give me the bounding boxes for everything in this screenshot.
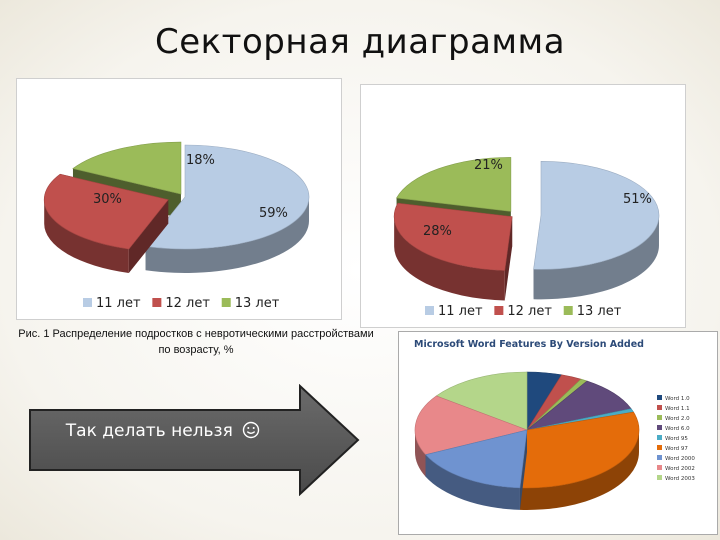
legend-swatch (657, 425, 662, 430)
legend-swatch (657, 445, 662, 450)
legend-item-13-лет: 13 лет (221, 296, 280, 311)
legend-item-word-2003: Word 2003 (657, 475, 695, 482)
age-pie-chart-2: 51% 28% 21% 11 лет 12 лет 13 лет (360, 84, 686, 328)
legend-item-word-95: Word 95 (657, 435, 688, 442)
data-label-13-лет: 18% (186, 153, 215, 168)
legend-item-word-97: Word 97 (657, 445, 688, 452)
legend-label: 11 лет (96, 296, 141, 311)
data-label-11-лет: 59% (259, 206, 288, 221)
legend-swatch (425, 306, 434, 315)
legend-swatch (657, 405, 662, 410)
age-pie-chart-2-svg: 51% 28% 21% 11 лет 12 лет 13 лет (393, 157, 660, 319)
legend-swatch (657, 415, 662, 420)
legend-swatch (152, 298, 162, 307)
legend-label: Word 2000 (665, 456, 695, 462)
arrow-label: Так делать нельзя (28, 421, 298, 441)
data-label-13-лет: 21% (474, 158, 503, 173)
legend-swatch (657, 395, 662, 400)
legend-item-11-лет: 11 лет (425, 304, 483, 319)
pie-slice-word-97 (519, 411, 640, 510)
legend-label: Word 1.1 (665, 406, 690, 412)
pie-slice-12-лет (43, 173, 169, 274)
legend-swatch (657, 475, 662, 480)
chart-title: Microsoft Word Features By Version Added (414, 339, 644, 350)
arrow-shape (29, 384, 360, 496)
legend-swatch (83, 298, 92, 307)
legend-swatch (563, 306, 573, 315)
age-pie-chart-1: 59% 30% 18% 11 лет 12 лет 13 лет (16, 78, 342, 320)
legend-item-13-лет: 13 лет (563, 304, 622, 319)
legend-label: 13 лет (577, 304, 622, 319)
legend-label: 13 лет (235, 296, 280, 311)
word-features-pie-chart: Microsoft Word Features By Version Added… (398, 331, 718, 535)
legend-item-word-2-0: Word 2.0 (657, 415, 690, 422)
pie-slice-11-лет (533, 161, 660, 300)
arrow-text: Так делать нельзя (65, 421, 233, 441)
legend-label: 12 лет (165, 296, 210, 311)
legend-label: Word 6.0 (665, 426, 690, 432)
slide-title: Секторная диаграмма (154, 22, 566, 62)
pie-slice-12-лет (393, 202, 513, 301)
legend-label: Word 1.0 (665, 396, 690, 402)
legend-swatch (221, 298, 231, 307)
smiley-icon (243, 421, 260, 439)
data-label-12-лет: 28% (423, 224, 452, 239)
legend-label: 12 лет (507, 304, 552, 319)
legend-swatch (657, 435, 662, 440)
legend-item-word-2000: Word 2000 (657, 455, 695, 462)
legend-swatch (657, 465, 662, 470)
data-label-12-лет: 30% (93, 192, 122, 207)
legend-item-11-лет: 11 лет (83, 296, 141, 311)
legend-label: Word 97 (665, 446, 688, 452)
legend-swatch (657, 455, 662, 460)
legend-swatch (494, 306, 504, 315)
legend-label: 11 лет (438, 304, 483, 319)
legend-item-word-1-0: Word 1.0 (657, 395, 690, 402)
legend-label: Word 2002 (665, 466, 695, 472)
legend-label: Word 2003 (665, 476, 695, 482)
figure-caption: Рис. 1 Распределение подростков с неврот… (18, 328, 374, 356)
legend-item-word-6-0: Word 6.0 (657, 425, 690, 432)
legend-label: Word 2.0 (665, 416, 690, 422)
legend-item-word-1-1: Word 1.1 (657, 405, 690, 412)
word-features-pie-chart-svg: Microsoft Word Features By Version Added… (399, 332, 717, 534)
legend-label: Word 95 (665, 436, 688, 442)
data-label-11-лет: 51% (623, 192, 652, 207)
legend-item-12-лет: 12 лет (494, 304, 552, 319)
legend-item-word-2002: Word 2002 (657, 465, 695, 472)
age-pie-chart-1-svg: 59% 30% 18% 11 лет 12 лет 13 лет (43, 141, 310, 311)
pie-slice-word-2000 (425, 429, 528, 510)
legend-item-12-лет: 12 лет (152, 296, 210, 311)
pie-slice-11-лет (145, 144, 310, 273)
